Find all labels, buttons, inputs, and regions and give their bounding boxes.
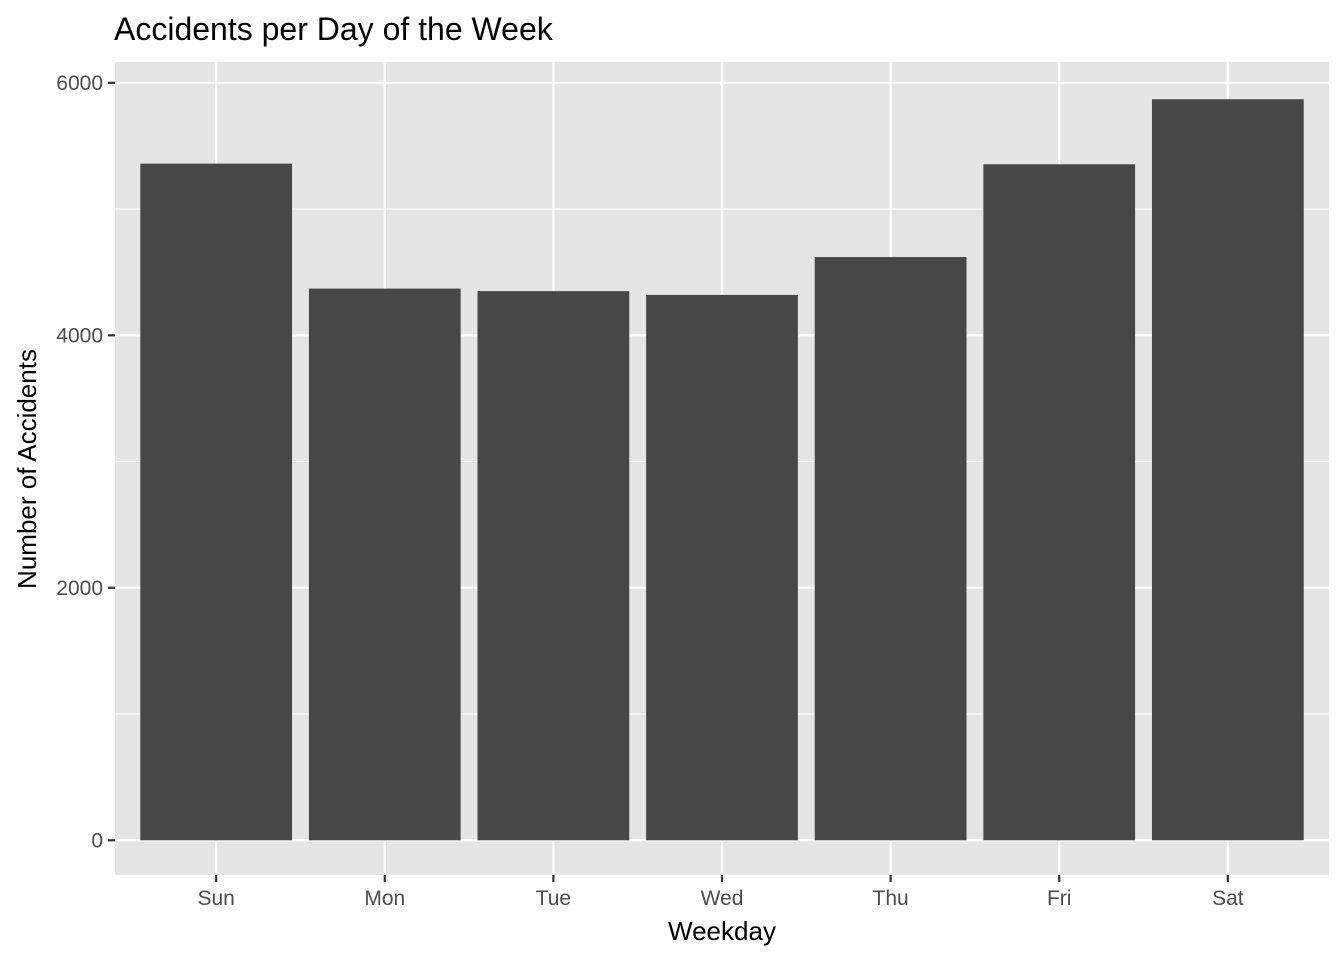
chart-title: Accidents per Day of the Week (114, 11, 554, 47)
y-tick-label: 4000 (56, 324, 103, 347)
bar-thu (814, 257, 967, 841)
bars (140, 99, 1304, 841)
y-tick-label: 0 (91, 829, 103, 852)
x-tick-label: Fri (1047, 887, 1072, 910)
y-tick-label: 2000 (56, 577, 103, 600)
x-axis: Sun Mon Tue Wed Thu Fri Sat (197, 875, 1244, 910)
bar-fri (983, 164, 1136, 841)
x-axis-title: Weekday (668, 916, 776, 946)
y-axis: 0 2000 4000 6000 (56, 72, 115, 852)
y-tick-label: 6000 (56, 72, 103, 95)
x-tick-label: Wed (701, 887, 744, 910)
bar-wed (646, 294, 798, 841)
bar-tue (477, 291, 630, 841)
y-axis-title: Number of Accidents (12, 349, 42, 589)
x-tick-label: Mon (364, 887, 405, 910)
x-tick-label: Sun (197, 887, 234, 910)
x-tick-label: Tue (536, 887, 571, 910)
bar-mon (308, 288, 461, 841)
x-tick-label: Thu (873, 887, 909, 910)
x-tick-label: Sat (1212, 887, 1244, 910)
bar-sat (1151, 99, 1304, 841)
bar-sun (140, 163, 293, 841)
